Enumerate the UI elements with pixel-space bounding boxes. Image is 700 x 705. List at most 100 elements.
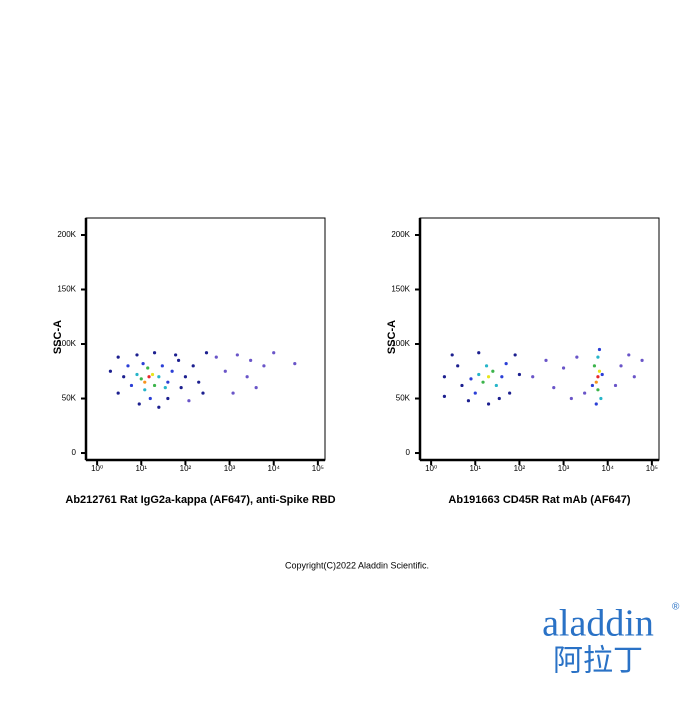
x-tick-label: 10² [514, 464, 526, 473]
point [596, 375, 600, 379]
point [460, 383, 464, 388]
x-axis-label: Ab191663 CD45R Rat mAb (AF647) [448, 494, 631, 506]
point [152, 383, 157, 388]
point [640, 358, 644, 362]
plot-frame [419, 217, 660, 461]
x-tick-label: 10³ [558, 464, 570, 473]
point [108, 369, 113, 373]
point [223, 369, 227, 373]
y-tick-label: 200K [391, 230, 410, 239]
point [466, 399, 471, 403]
x-axis-label: Ab212761 Rat IgG2a-kappa (AF647), anti-S… [65, 494, 335, 506]
point [262, 364, 266, 368]
point [179, 386, 183, 390]
point [204, 351, 209, 355]
point [135, 372, 139, 377]
logo-registered: ® [672, 602, 680, 613]
y-axis-label: SSC-A [386, 320, 398, 354]
point [135, 353, 139, 357]
point [442, 375, 447, 379]
point [590, 383, 595, 388]
x-tick-label: 10⁰ [91, 464, 103, 473]
x-tick-label: 10⁴ [268, 464, 281, 473]
point [627, 353, 631, 357]
point [508, 391, 512, 395]
point [157, 405, 161, 409]
point [141, 362, 145, 366]
point [160, 364, 164, 368]
point [166, 396, 170, 401]
point [197, 380, 201, 384]
point [456, 364, 460, 368]
y-tick-label: 200K [57, 230, 76, 239]
point [442, 394, 447, 398]
point [583, 391, 587, 395]
point [477, 372, 481, 377]
point [619, 364, 623, 368]
point [129, 383, 134, 388]
point [163, 386, 167, 390]
point [597, 347, 602, 352]
point [166, 380, 170, 384]
point [191, 364, 195, 368]
point [148, 396, 152, 401]
point [174, 353, 178, 357]
point [599, 396, 603, 401]
point [632, 375, 636, 379]
y-tick-label: 100K [391, 339, 410, 348]
x-tick-label: 10³ [224, 464, 236, 473]
x-tick-label: 10² [180, 464, 192, 473]
point [497, 396, 501, 401]
point [596, 388, 600, 392]
point [187, 399, 191, 403]
point [157, 375, 161, 379]
point [613, 383, 618, 388]
point [116, 355, 120, 359]
x-tick-label: 10⁰ [425, 464, 437, 473]
point [201, 391, 205, 395]
point [600, 372, 604, 377]
point [150, 372, 155, 377]
y-tick-label: 100K [57, 339, 76, 348]
point [486, 375, 491, 379]
point [122, 375, 126, 379]
point [484, 364, 489, 368]
point [504, 362, 508, 366]
point [170, 369, 174, 373]
logo-cn: 阿拉丁 [553, 644, 643, 679]
point [491, 369, 495, 373]
point [552, 386, 556, 390]
x-tick-label: 10¹ [135, 464, 147, 473]
point [494, 383, 498, 388]
point [245, 375, 249, 379]
point [561, 366, 566, 370]
point [592, 364, 597, 368]
y-tick-label: 0 [406, 448, 411, 457]
point [254, 386, 258, 390]
point [575, 355, 579, 359]
point [473, 391, 477, 395]
y-tick-label: 50K [62, 394, 77, 403]
point [293, 362, 297, 366]
point [152, 351, 157, 355]
point [596, 355, 600, 359]
point [517, 372, 522, 377]
plot-frame [85, 217, 326, 461]
point [594, 380, 598, 384]
point [235, 353, 239, 357]
x-tick-label: 10¹ [469, 464, 481, 473]
x-tick-label: 10⁵ [646, 464, 658, 473]
point [450, 353, 454, 357]
point [116, 391, 120, 395]
point [137, 402, 141, 406]
point [139, 377, 143, 381]
point [143, 380, 147, 384]
point [597, 369, 602, 373]
point [569, 396, 573, 401]
y-tick-label: 0 [72, 448, 77, 457]
point [469, 377, 473, 381]
point [544, 358, 548, 362]
point [214, 355, 218, 359]
point [272, 351, 276, 355]
point [183, 375, 188, 379]
